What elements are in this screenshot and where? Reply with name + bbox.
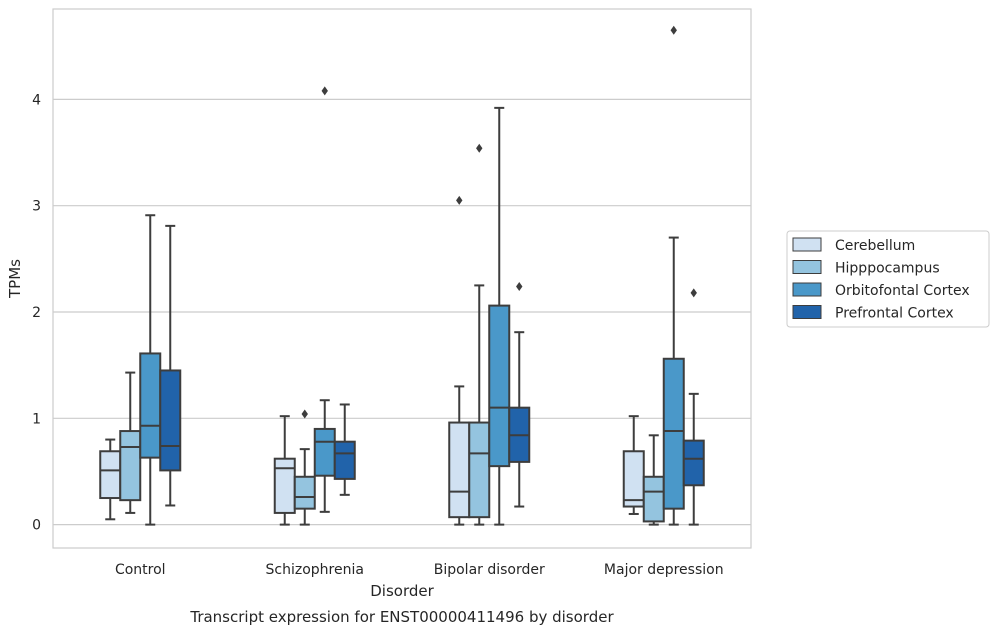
outlier-point — [321, 86, 328, 96]
legend-swatch — [792, 305, 822, 319]
y-tick-label: 2 — [32, 305, 41, 321]
iqr-box — [119, 430, 142, 502]
outlier-point — [476, 143, 483, 153]
iqr-box — [662, 357, 685, 510]
iqr-box — [159, 369, 182, 472]
iqr-box — [293, 475, 316, 510]
box-1-1 — [293, 409, 316, 526]
y-axis-ticks: 0 1 2 3 4 — [32, 92, 41, 533]
chart-caption: Transcript expression for ENST0000041149… — [189, 608, 614, 626]
iqr-box — [488, 304, 511, 468]
box-0-1 — [119, 371, 142, 514]
x-tick-label: Control — [115, 562, 166, 578]
iqr-box — [622, 450, 645, 508]
box-2-2 — [488, 106, 511, 526]
x-tick-label: Schizophrenia — [266, 562, 364, 578]
grid-lines — [53, 98, 751, 526]
legend-label: Hipppocampus — [835, 261, 940, 277]
outlier-point — [301, 409, 308, 419]
x-tick-label: Major depression — [604, 562, 724, 578]
box-2-1 — [468, 143, 491, 526]
legend-swatch — [792, 237, 822, 252]
box-1-0 — [273, 415, 296, 526]
iqr-box — [313, 427, 336, 477]
legend: Cerebellum Hipppocampus Orbitofontal Corte… — [786, 230, 990, 328]
legend-frame — [786, 230, 990, 328]
x-axis-ticks: Control Schizophrenia Bipolar disorder Majo… — [115, 562, 724, 578]
iqr-box — [682, 439, 705, 487]
outlier-point — [516, 281, 523, 291]
iqr-box — [273, 457, 296, 514]
iqr-box — [333, 440, 356, 480]
x-tick-label: Bipolar disorder — [434, 562, 545, 578]
legend-label: Prefrontal Cortex — [835, 306, 954, 322]
box-3-0 — [622, 415, 645, 515]
box-3-3 — [682, 288, 705, 526]
box-2-0 — [448, 195, 471, 526]
outlier-point — [456, 195, 463, 205]
legend-label: Cerebellum — [835, 238, 915, 254]
legend-items: Cerebellum Hipppocampus Orbitofontal Corte… — [792, 237, 970, 322]
y-tick-label: 4 — [32, 92, 41, 108]
legend-label: Orbitofontal Cortex — [835, 283, 970, 299]
box-1-3 — [333, 403, 356, 496]
iqr-box — [468, 421, 491, 519]
outlier-point — [670, 25, 677, 35]
iqr-box — [99, 450, 122, 500]
legend-swatch — [792, 260, 822, 274]
plot-area-frame — [52, 8, 752, 549]
box-0-0 — [99, 438, 122, 521]
iqr-box — [448, 421, 471, 519]
outlier-point — [690, 288, 697, 298]
box-0-2 — [139, 214, 162, 526]
box-1-2 — [313, 86, 336, 513]
iqr-box — [139, 352, 162, 459]
box-3-1 — [642, 434, 665, 526]
box-3-2 — [662, 25, 685, 526]
box-0-3 — [159, 224, 182, 507]
y-tick-label: 0 — [32, 518, 41, 534]
y-axis-label: TPMs — [6, 259, 24, 299]
box-plot-boxes — [99, 25, 705, 526]
y-tick-label: 1 — [32, 411, 41, 427]
y-tick-label: 3 — [32, 199, 41, 215]
box-2-3 — [508, 281, 531, 508]
x-axis-label: Disorder — [370, 582, 434, 600]
legend-swatch — [792, 282, 822, 297]
iqr-box — [642, 475, 665, 523]
